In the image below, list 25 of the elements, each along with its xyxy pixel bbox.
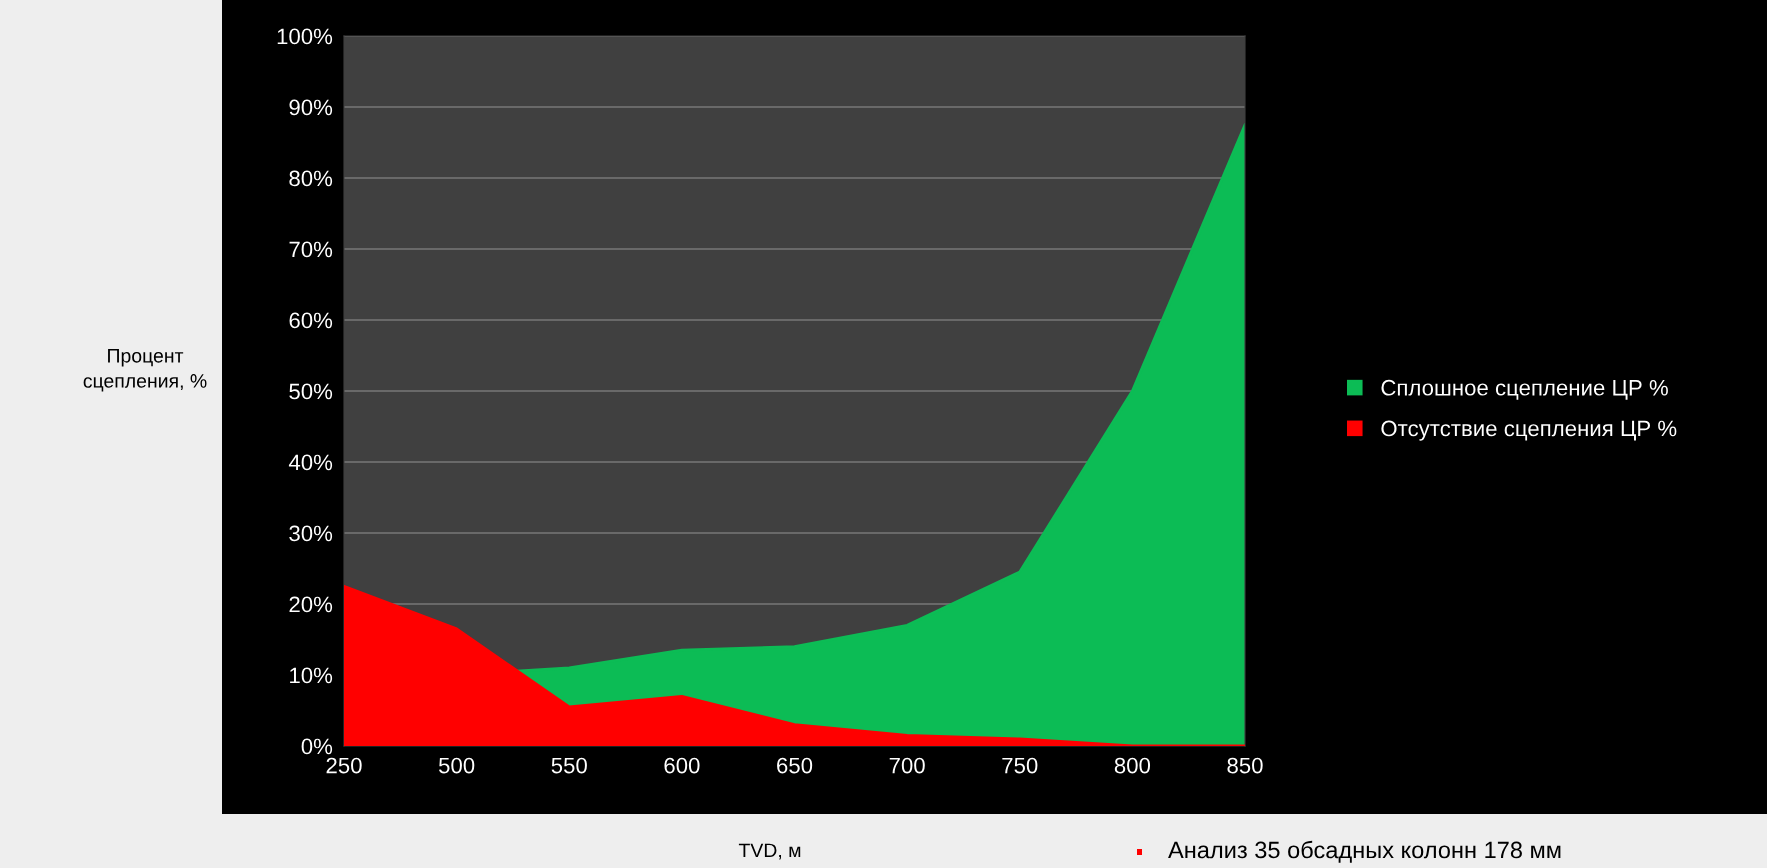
y-tick-label: 40% [288,454,333,471]
y-tick-label: 0% [301,738,333,755]
y-tick-label: 30% [289,525,333,542]
text: Анализ 35 обсадных колонн 178 мм [1168,840,1561,863]
y-tick-label: 20% [289,596,333,613]
x-tick-label: 700 [889,757,925,774]
y-tick-label: 60% [289,312,333,329]
x-tick-label: 650 [777,757,813,774]
y-tick-label: 70% [289,241,333,258]
x-tick-label: 600 [664,757,700,774]
y-axis-title: Процент сцепления, % [83,349,207,392]
x-tick-label: 750 [1002,757,1038,774]
legend-label: Отсутствие сцепления ЦР % [1381,420,1677,441]
y-tick-label: 50% [289,383,333,400]
x-tick-label: 250 [326,757,362,774]
y-tick-label: 10% [290,667,333,684]
legend-label: Сплошное сцепление ЦР % [1381,379,1668,400]
y-tick-label: 100% [277,28,333,45]
x-tick-label: 850 [1227,757,1263,774]
x-tick-label: 550 [551,757,587,774]
x-tick-label: 500 [438,757,475,774]
y-tick-label: 80% [289,170,333,187]
x-tick-label: 800 [1114,757,1151,774]
x-axis-title: TVD, м [738,843,801,860]
y-tick-label: 90% [289,99,333,116]
